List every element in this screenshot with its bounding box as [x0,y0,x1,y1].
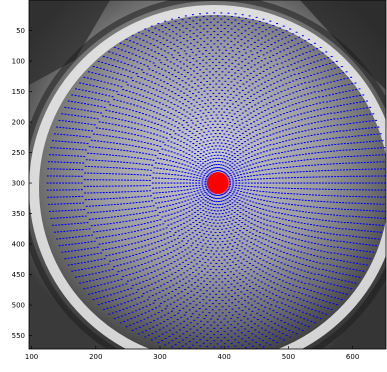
y-tick-label: 250 [12,149,25,157]
center-marker [206,172,229,195]
photo-layer [29,0,386,349]
x-tick-label: 100 [25,353,38,361]
x-tick-label: 400 [218,353,231,361]
x-tick-label: 500 [282,353,295,361]
y-axis: 50 100 150 200 250 300 350 400 450 500 550 [12,27,32,340]
y-tick-label: 450 [12,271,25,279]
y-tick-label: 200 [12,119,25,127]
y-tick-label: 150 [12,88,25,96]
y-tick-label: 500 [12,302,25,310]
y-tick-label: 350 [12,210,25,218]
y-tick-label: 300 [12,180,25,188]
photo-dark-corner-bottom-left [29,290,95,349]
y-tick-label: 100 [12,58,25,66]
y-tick-label: 50 [16,27,25,35]
x-axis: 100 200 300 400 500 600 [25,346,359,361]
x-tick-label: 600 [346,353,359,361]
photo-dark-corner-top-left [29,0,110,85]
y-tick-label: 400 [12,241,25,249]
axes-frame [28,0,387,350]
x-tick-label: 300 [153,353,166,361]
y-tick-label: 550 [12,332,25,340]
photo-bright-rim [29,5,386,349]
x-tick-label: 200 [89,353,102,361]
photo-dark-corner-bottom-right [330,270,386,349]
